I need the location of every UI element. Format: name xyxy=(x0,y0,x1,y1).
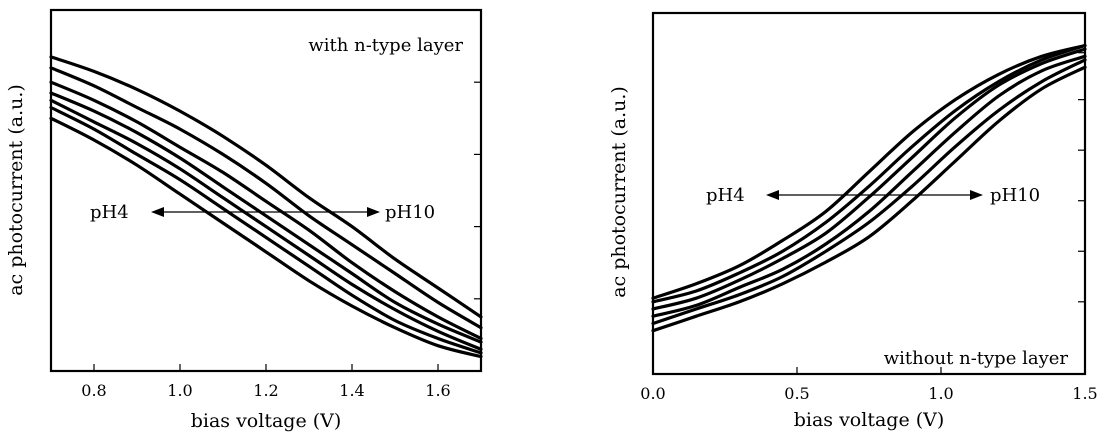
left-y-axis-label: ac photocurrent (a.u.) xyxy=(5,84,27,296)
left-double-arrow xyxy=(151,207,380,217)
right-plot-frame xyxy=(651,11,1087,376)
left-series-1-line xyxy=(49,116,483,359)
left-ph4-label: pH4 xyxy=(90,202,129,223)
left-panel: 0.8 1.0 1.2 1.4 1.6 bias voltage (V) ac phot… xyxy=(5,8,483,432)
left-xtick-label-3: 1.2 xyxy=(253,381,278,400)
left-curves xyxy=(49,55,483,359)
left-x-axis-label: bias voltage (V) xyxy=(191,410,342,432)
right-double-arrow xyxy=(766,190,983,200)
left-xtick-label-1: 0.8 xyxy=(81,381,106,400)
right-arrowhead-left xyxy=(766,190,779,200)
left-series-2-line xyxy=(49,105,483,355)
right-xtick-label-3: 1.0 xyxy=(928,384,953,403)
right-ph4-label: pH4 xyxy=(706,185,745,206)
right-series-6-line xyxy=(651,65,1087,333)
right-xtick-labels: 0.0 0.5 1.0 1.5 xyxy=(640,384,1097,403)
right-xtick-label-2: 0.5 xyxy=(784,384,809,403)
left-ph10-label: pH10 xyxy=(385,202,435,223)
right-xtick-label-4: 1.5 xyxy=(1072,384,1097,403)
left-xtick-label-5: 1.6 xyxy=(425,381,450,400)
left-series-6-line xyxy=(49,66,483,330)
right-arrowhead-right xyxy=(970,190,983,200)
right-ph10-label: pH10 xyxy=(990,185,1040,206)
left-series-7-line xyxy=(49,55,483,319)
left-xtick-labels: 0.8 1.0 1.2 1.4 1.6 xyxy=(81,381,450,400)
right-x-axis-label: bias voltage (V) xyxy=(794,409,945,431)
left-arrowhead-right xyxy=(367,207,380,217)
left-condition-label: with n-type layer xyxy=(308,35,463,56)
left-series-4-line xyxy=(49,91,483,344)
left-series-5-line xyxy=(49,80,483,341)
right-y-axis-label: ac photocurrent (a.u.) xyxy=(608,86,630,298)
left-ticks xyxy=(93,81,481,371)
left-series-3-line xyxy=(49,98,483,351)
right-series-3-line xyxy=(651,47,1087,311)
right-series-2-line xyxy=(651,43,1087,304)
left-xtick-label-2: 1.0 xyxy=(167,381,192,400)
right-xtick-label-1: 0.0 xyxy=(640,384,665,403)
left-plot-frame xyxy=(49,8,483,373)
right-series-4-line xyxy=(651,54,1087,318)
right-condition-label: without n-type layer xyxy=(884,348,1069,369)
right-series-5-line xyxy=(651,58,1087,326)
left-arrowhead-left xyxy=(151,207,164,217)
right-curves xyxy=(651,43,1087,333)
left-xtick-label-4: 1.4 xyxy=(339,381,364,400)
right-series-1-line xyxy=(651,43,1087,300)
right-panel: 0.0 0.5 1.0 1.5 bias voltage (V) ac photocu… xyxy=(608,11,1098,431)
